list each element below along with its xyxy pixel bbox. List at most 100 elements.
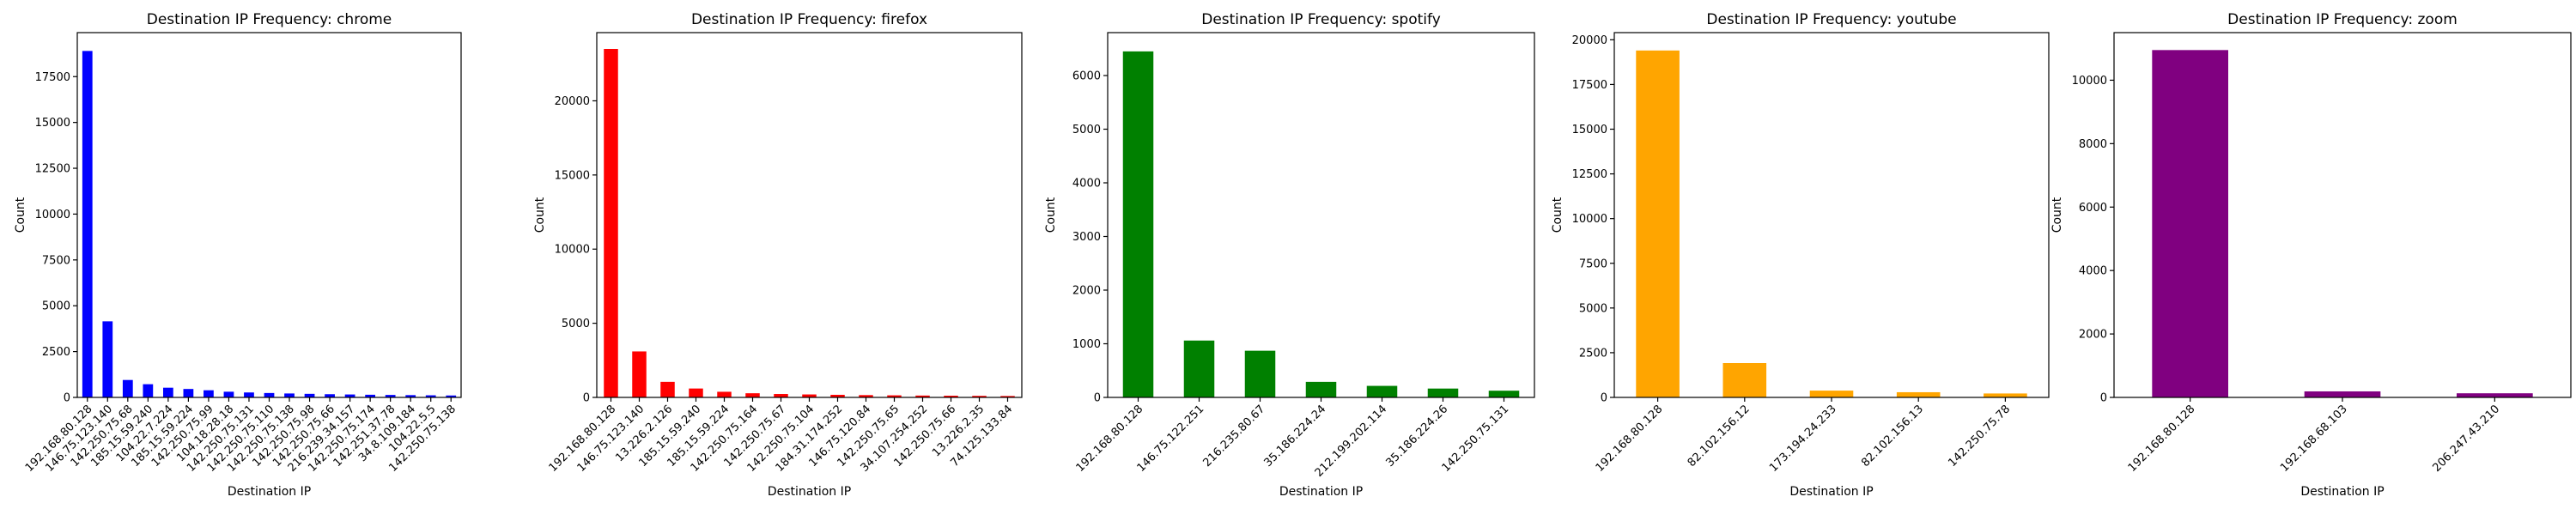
x-tick-label-2-0: 192.168.80.128 [1074,403,1146,475]
bar-1-8 [830,394,845,397]
bar-2-0 [1122,51,1154,397]
plot-frame [1107,32,1535,398]
y-tick-label-4-1: 2000 [2079,329,2107,342]
x-axis-label-4: Destination IP [2300,485,2384,499]
x-tick-label-4-0: 192.168.80.128 [2126,403,2198,475]
bar-1-2 [660,381,675,397]
y-axis-label-2: Count [1044,197,1058,233]
bar-4-2 [2457,393,2533,397]
y-tick-label-0-4: 10000 [35,209,70,221]
bar-1-10 [887,395,902,397]
x-tick-label-4-1: 192.168.68.103 [2278,403,2350,475]
bar-2-1 [1183,340,1215,397]
y-tick-label-1-0: 0 [583,392,590,405]
y-tick-label-2-2: 2000 [1072,285,1101,298]
bar-0-5 [183,389,194,397]
y-tick-label-2-1: 1000 [1072,338,1101,351]
bar-1-6 [774,394,788,397]
y-tick-label-2-0: 0 [1094,392,1101,405]
bar-0-4 [162,387,173,397]
x-tick-label-3-1: 82.102.156.12 [1686,403,1753,470]
bar-2-4 [1366,385,1398,397]
y-tick-label-0-1: 2500 [42,346,70,359]
y-axis-label-0: Count [14,197,27,233]
bar-0-9 [264,392,275,397]
y-tick-label-2-6: 6000 [1072,70,1101,83]
bar-2-2 [1244,350,1276,397]
y-tick-label-3-4: 10000 [1572,213,1607,226]
bar-1-7 [802,394,817,397]
bar-3-1 [1722,363,1767,397]
y-tick-label-0-5: 12500 [35,163,70,176]
bar-1-12 [944,396,958,397]
y-axis-label-4: Count [2050,197,2064,233]
bar-0-14 [365,394,376,397]
bar-0-10 [284,393,295,397]
y-tick-label-0-2: 5000 [42,300,70,313]
chart-panel-0: 025005000750010000125001500017500192.168… [14,11,462,499]
bar-2-6 [1488,391,1520,397]
y-tick-label-4-3: 6000 [2079,202,2107,215]
x-axis-label-3: Destination IP [1789,485,1873,499]
bar-0-12 [325,394,335,397]
y-tick-label-0-0: 0 [64,392,70,405]
y-tick-label-4-0: 0 [2100,392,2107,405]
bar-3-4 [1984,393,2027,397]
bar-4-1 [2304,391,2381,397]
plot-frame [76,32,462,398]
x-tick-label-2-5: 35.186.224.26 [1383,403,1450,470]
x-axis-label-1: Destination IP [768,485,851,499]
x-tick-label-2-3: 35.186.224.24 [1261,403,1328,470]
x-tick-label-3-2: 173.194.24.233 [1767,403,1839,475]
y-tick-label-4-2: 4000 [2079,265,2107,278]
y-tick-label-0-7: 17500 [35,71,70,84]
bar-1-11 [915,395,930,397]
chart-panel-4: 0 2000 4000 6000 8000 10000 192.168.80.128 192.… [2050,11,2572,499]
bar-0-11 [304,393,315,397]
y-tick-label-2-4: 4000 [1072,178,1101,191]
x-tick-label-2-1: 146.75.122.251 [1135,403,1207,475]
y-tick-label-3-6: 15000 [1572,124,1607,136]
y-tick-label-3-8: 20000 [1572,34,1607,47]
bar-3-3 [1896,391,1941,397]
bar-0-13 [344,394,355,397]
x-tick-label-4-2: 206.247.43.210 [2430,403,2502,475]
bar-0-15 [385,395,396,397]
bar-0-0 [82,51,93,398]
y-tick-label-3-3: 7500 [1579,258,1607,270]
bar-1-4 [717,391,732,397]
y-tick-label-1-2: 10000 [555,244,590,257]
y-tick-label-3-5: 12500 [1572,168,1607,181]
bar-2-5 [1427,388,1459,397]
chart-title-4: Destination IP Frequency: zoom [2227,11,2458,28]
bar-0-3 [143,384,154,397]
chart-title-3: Destination IP Frequency: youtube [1706,11,1956,28]
bar-3-0 [1636,50,1680,397]
y-tick-label-3-2: 5000 [1579,302,1607,315]
bar-0-7 [223,391,234,397]
y-tick-label-4-4: 8000 [2079,138,2107,151]
bar-1-14 [1000,396,1015,397]
bar-1-5 [745,393,760,397]
y-tick-label-4-5: 10000 [2072,75,2107,88]
x-tick-label-3-0: 192.168.80.128 [1594,403,1666,475]
chart-title-1: Destination IP Frequency: firefox [691,11,927,28]
chart-title-0: Destination IP Frequency: chrome [147,11,392,28]
y-tick-label-0-3: 7500 [42,254,70,267]
bar-1-3 [689,388,703,397]
x-axis-label-2: Destination IP [1279,485,1363,499]
chart-panel-2: 0100020003000400050006000192.168.80.1281… [1044,11,1535,499]
bar-1-13 [972,396,987,397]
x-tick-label-2-2: 216.235.80.67 [1200,403,1267,470]
chart-panel-3: 0 2500 5000 7500 10000 12500 15000 17500 20000 19… [1551,11,2050,499]
bar-0-8 [244,392,254,397]
bar-0-6 [204,390,214,397]
chart-panel-1: 05000100001500020000192.168.80.128146.75… [533,11,1023,499]
y-axis-label-1: Count [533,197,547,233]
y-tick-label-3-1: 2500 [1579,347,1607,360]
bar-0-17 [425,395,436,397]
y-tick-label-0-6: 15000 [35,117,70,130]
bar-1-1 [632,351,647,397]
y-tick-label-2-5: 5000 [1072,124,1101,136]
y-tick-label-3-7: 17500 [1572,79,1607,92]
